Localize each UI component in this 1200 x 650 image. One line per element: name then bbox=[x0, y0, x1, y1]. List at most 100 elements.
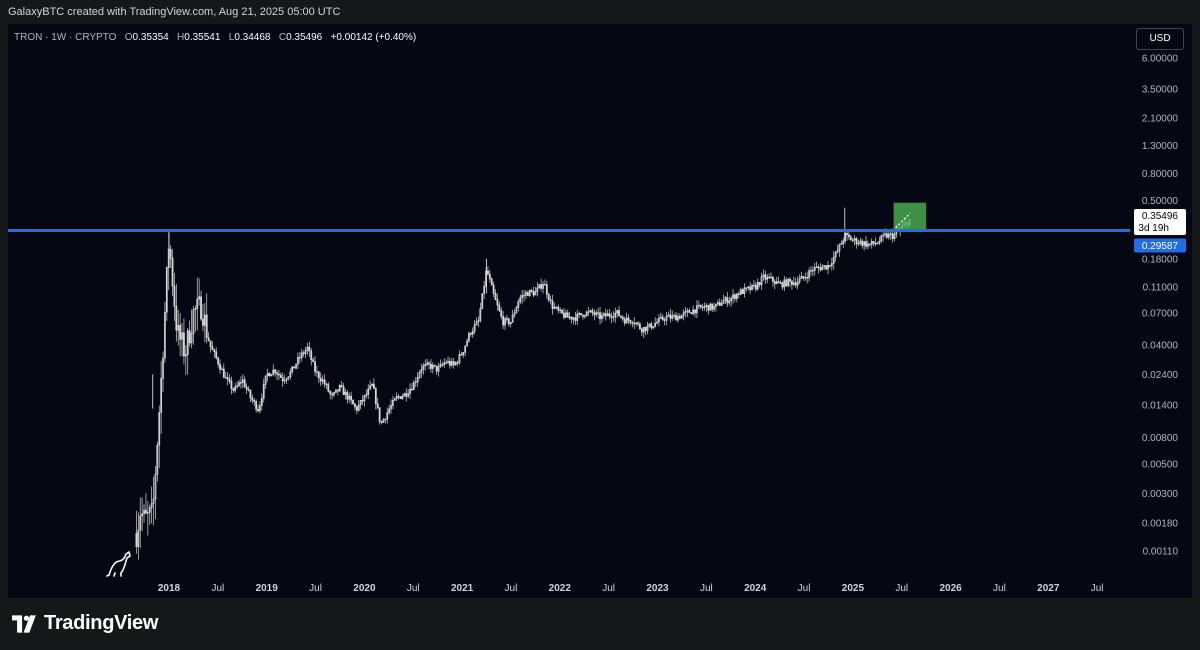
candle-body bbox=[420, 369, 423, 374]
candle-body bbox=[317, 371, 320, 379]
overlays-group bbox=[8, 202, 1130, 232]
candle-body bbox=[469, 332, 472, 335]
candle-body bbox=[184, 354, 187, 357]
candle-body bbox=[886, 233, 888, 238]
time-tick-label: Jul bbox=[798, 583, 811, 594]
candle-body bbox=[378, 407, 381, 422]
candle-body bbox=[264, 375, 267, 385]
candle-body bbox=[291, 366, 294, 373]
candle-body bbox=[772, 276, 774, 282]
candle-body bbox=[365, 394, 368, 396]
candle-body bbox=[222, 368, 225, 378]
high-key: H bbox=[177, 32, 185, 43]
candle-body bbox=[817, 266, 820, 269]
candle-body bbox=[475, 321, 478, 326]
candle-body bbox=[266, 372, 269, 377]
candle-body bbox=[705, 304, 708, 307]
candle-body bbox=[667, 314, 670, 317]
candle-body bbox=[760, 276, 763, 286]
candle-body bbox=[234, 386, 237, 391]
tradingview-logo-icon bbox=[12, 614, 36, 633]
candle-body bbox=[532, 291, 535, 296]
candle-body bbox=[466, 340, 468, 347]
candle-body bbox=[165, 267, 168, 313]
candle-body bbox=[889, 233, 892, 235]
time-tick-label: 2021 bbox=[451, 583, 474, 594]
candle-body bbox=[547, 293, 550, 301]
candle-body bbox=[357, 404, 360, 411]
candle-body bbox=[355, 406, 358, 411]
candle-body bbox=[270, 374, 273, 377]
candle-body bbox=[209, 340, 212, 348]
candle-body bbox=[887, 233, 890, 238]
price-tick-label: 0.00300 bbox=[1142, 489, 1179, 500]
candle-body bbox=[215, 351, 218, 359]
price-tick-label: 0.00110 bbox=[1143, 547, 1179, 558]
candle-body bbox=[732, 294, 734, 299]
candle-body bbox=[207, 337, 210, 342]
candle-body bbox=[726, 297, 729, 304]
candle-body bbox=[447, 360, 449, 363]
candle-body bbox=[249, 390, 252, 399]
tradingview-branding[interactable]: TradingView bbox=[12, 612, 158, 635]
time-tick-label: Jul bbox=[309, 583, 322, 594]
candle-body bbox=[656, 321, 658, 324]
candle-body bbox=[580, 313, 582, 316]
candle-body bbox=[692, 309, 695, 315]
currency-button[interactable]: USD bbox=[1136, 28, 1184, 50]
chart-area[interactable]: 6.00000 3.50000 2.10000 1.30000 0.80000 0.500… bbox=[8, 24, 1192, 598]
candle-body bbox=[240, 382, 242, 384]
candle-body bbox=[768, 276, 771, 279]
candle-body bbox=[255, 401, 258, 410]
candle-body bbox=[684, 310, 687, 314]
candle-body bbox=[523, 294, 525, 297]
candle-body bbox=[616, 310, 619, 314]
candle-body bbox=[407, 393, 410, 397]
candle-body bbox=[773, 281, 776, 285]
time-tick-label: 2024 bbox=[744, 583, 767, 594]
candle-body bbox=[526, 292, 529, 296]
price-tick-label: 0.00500 bbox=[1142, 460, 1179, 471]
candle-body bbox=[460, 354, 463, 356]
candle-body bbox=[519, 297, 522, 302]
candle-body bbox=[781, 282, 784, 288]
candle-body bbox=[829, 265, 831, 267]
candle-body bbox=[568, 316, 571, 319]
candle-body bbox=[342, 386, 345, 395]
candle-body bbox=[188, 330, 191, 344]
candle-body bbox=[397, 396, 400, 398]
candle-body bbox=[141, 513, 144, 517]
candle-body bbox=[787, 278, 790, 287]
candle-body bbox=[734, 294, 736, 299]
candle-body bbox=[181, 332, 183, 340]
top-bar: GalaxyBTC created with TradingView.com, … bbox=[0, 0, 1200, 24]
candle-body bbox=[283, 379, 286, 382]
candle-body bbox=[608, 313, 611, 317]
candle-body bbox=[205, 314, 208, 338]
candle-body bbox=[699, 304, 702, 308]
candle-body bbox=[230, 380, 233, 390]
footer: TradingView bbox=[0, 598, 1200, 650]
candle-body bbox=[578, 313, 581, 315]
candle-body bbox=[861, 240, 864, 246]
candle-body bbox=[591, 310, 594, 314]
time-tick-label: Jul bbox=[700, 583, 713, 594]
candle-body bbox=[374, 388, 377, 405]
candle-body bbox=[789, 278, 791, 282]
candle-body bbox=[312, 359, 315, 362]
candle-body bbox=[620, 315, 622, 318]
candle-body bbox=[236, 385, 239, 387]
candle-body bbox=[403, 393, 406, 397]
candle-body bbox=[430, 363, 432, 369]
price-chart-svg[interactable]: 6.00000 3.50000 2.10000 1.30000 0.80000 0.500… bbox=[8, 24, 1192, 598]
candle-body bbox=[494, 293, 497, 301]
candle-body bbox=[449, 360, 451, 366]
candle-body bbox=[164, 311, 166, 359]
time-axis: 2018 Jul 2019 Jul 2020 Jul 2021 Jul 2022 Jul 2023 J… bbox=[158, 583, 1104, 594]
candle-body bbox=[241, 379, 244, 383]
candle-body bbox=[836, 250, 839, 253]
candle-body bbox=[146, 512, 149, 514]
candle-body bbox=[274, 369, 277, 373]
candle-body bbox=[268, 372, 271, 377]
candle-body bbox=[891, 233, 894, 239]
